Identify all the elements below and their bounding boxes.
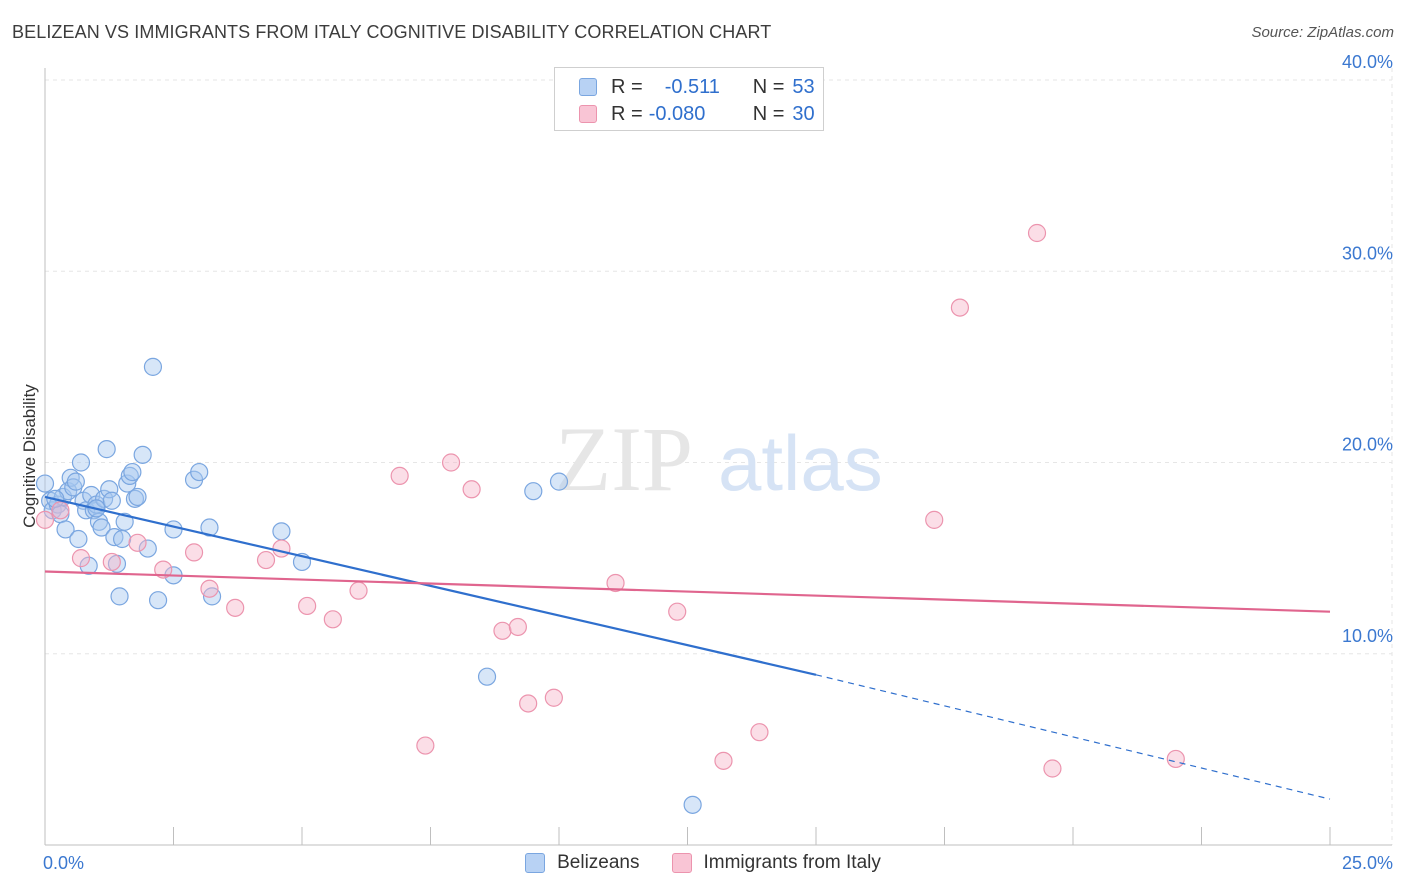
belizeans-point <box>683 795 702 814</box>
italy-point <box>750 723 769 742</box>
belizeans-point <box>97 440 116 459</box>
watermark-atlas: atlas <box>718 419 883 507</box>
belizeans-swatch-icon <box>579 78 597 96</box>
italy-point <box>184 543 204 562</box>
legend-label-belizeans: Belizeans <box>557 852 640 873</box>
belizeans-point <box>79 556 98 575</box>
italy-point <box>416 736 435 755</box>
italy-point <box>51 501 70 520</box>
belizeans-point <box>128 487 147 507</box>
belizeans-trend-line <box>44 495 817 676</box>
italy-point <box>668 602 687 621</box>
italy-point <box>102 552 121 572</box>
grid-lines <box>45 68 1393 845</box>
italy-point <box>606 573 625 593</box>
y-tick-label-40: 40.0% <box>1342 52 1393 72</box>
belizeans-point <box>123 462 142 482</box>
italy-point <box>298 596 317 616</box>
belizeans-point <box>110 587 129 606</box>
r-label: R = <box>611 75 643 98</box>
correlation-legend: R = -0.511 N = 53 R = -0.080 N = 30 <box>554 67 824 131</box>
italy-point <box>272 539 291 558</box>
watermark: ZIP atlas <box>555 408 883 510</box>
axes <box>44 68 1392 846</box>
italy-point <box>441 453 461 472</box>
belizeans-point <box>272 522 291 541</box>
belizeans-point <box>35 474 55 493</box>
belizeans-point <box>138 539 157 558</box>
legend-label-italy: Immigrants from Italy <box>703 852 881 873</box>
italy-point <box>544 688 563 707</box>
belizeans-point <box>115 512 134 531</box>
italy-point <box>714 751 733 770</box>
belizeans-point <box>164 520 183 539</box>
legend-item-belizeans[interactable]: Belizeans <box>525 852 640 874</box>
italy-trend-line <box>44 570 1331 613</box>
tick-labels: 10.0% 20.0% 30.0% 40.0% 0.0% 25.0% <box>43 52 1393 873</box>
data-points <box>35 223 1185 814</box>
belizeans-legend-icon <box>525 853 546 873</box>
belizeans-point <box>56 520 75 539</box>
watermark-zip: ZIP <box>555 408 693 510</box>
italy-point <box>1043 759 1062 778</box>
belizeans-point <box>66 472 85 491</box>
italy-point <box>462 480 481 499</box>
belizeans-point <box>200 518 219 537</box>
series-legend: Belizeans Immigrants from Italy <box>0 852 1406 874</box>
chart-title: BELIZEAN VS IMMIGRANTS FROM ITALY COGNIT… <box>12 22 772 42</box>
italy-point <box>1166 749 1185 769</box>
legend-item-italy[interactable]: Immigrants from Italy <box>671 852 881 874</box>
r-label: R = <box>611 102 643 125</box>
italy-point <box>200 579 219 598</box>
r-value-italy: -0.080 <box>648 102 706 125</box>
belizeans-point <box>112 529 132 549</box>
italy-point <box>154 560 173 579</box>
italy-point <box>323 610 342 629</box>
italy-point <box>349 581 368 600</box>
italy-point <box>1027 223 1047 243</box>
belizeans-point <box>477 667 497 686</box>
n-label: N = <box>752 75 785 98</box>
italy-point <box>508 617 527 637</box>
italy-point <box>925 510 944 529</box>
belizeans-point <box>100 480 119 499</box>
y-tick-label-30: 30.0% <box>1342 243 1393 263</box>
n-value-italy: 30 <box>792 102 815 125</box>
italy-point <box>256 550 276 570</box>
italy-point <box>950 298 970 317</box>
italy-point <box>71 549 91 568</box>
belizeans-point <box>190 462 209 482</box>
italy-point <box>35 510 55 529</box>
italy-point <box>390 466 409 485</box>
belizeans-point <box>125 489 145 508</box>
y-tick-label-10: 10.0% <box>1342 626 1393 646</box>
legend-row-italy: R = -0.080 N = 30 <box>579 101 815 127</box>
legend-row-belizeans: R = -0.511 N = 53 <box>579 74 815 100</box>
belizeans-point <box>133 445 152 464</box>
belizeans-point <box>524 482 543 501</box>
belizeans-point <box>143 357 163 376</box>
belizeans-point <box>148 591 168 610</box>
belizeans-point <box>92 518 111 537</box>
italy-point <box>493 621 512 640</box>
italy-swatch-icon <box>579 105 597 123</box>
r-value-belizeans: -0.511 <box>664 75 720 98</box>
italy-point <box>128 533 147 552</box>
trend-lines <box>44 495 1331 800</box>
italy-point <box>226 598 245 617</box>
belizeans-point <box>71 453 91 472</box>
source-credit: Source: ZipAtlas.com <box>1251 24 1394 41</box>
y-tick-label-20: 20.0% <box>1342 435 1393 455</box>
belizeans-point <box>69 529 88 549</box>
x-tick-label-min: 0.0% <box>43 853 84 873</box>
belizeans-point <box>102 491 121 510</box>
italy-legend-icon <box>671 853 692 873</box>
belizeans-point <box>549 472 569 491</box>
belizeans-trend-extension <box>815 674 1331 800</box>
italy-point <box>519 694 538 713</box>
n-label: N = <box>752 102 785 125</box>
x-tick-label-max: 25.0% <box>1342 853 1393 873</box>
n-value-belizeans: 53 <box>792 75 815 98</box>
